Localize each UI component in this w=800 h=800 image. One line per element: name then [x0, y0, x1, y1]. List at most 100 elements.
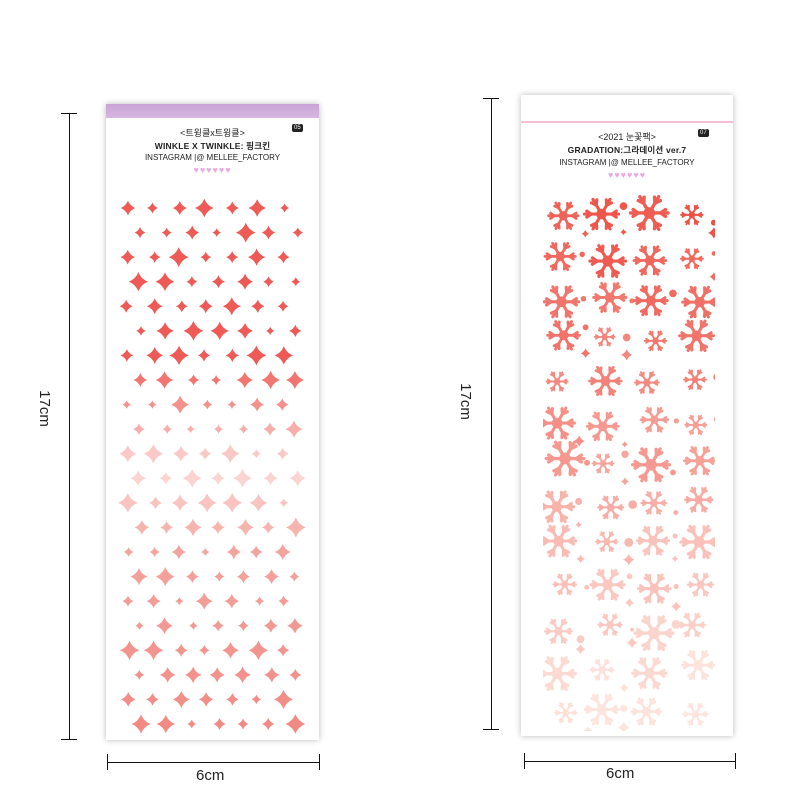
sparkle-icon: [671, 555, 679, 563]
snowflake-icon: [628, 195, 670, 231]
sparkle-icon: [128, 272, 148, 292]
dot-icon: [626, 573, 633, 580]
sparkle-icon: [213, 717, 226, 731]
snowflake-icon: [552, 573, 577, 596]
snowflake-icon: [639, 406, 670, 433]
sparkle-icon: [186, 425, 195, 434]
sparkle-icon: [277, 300, 289, 312]
sparkle-icon: [251, 449, 261, 459]
sparkle-icon: [237, 620, 249, 632]
sparkle-icon: [130, 568, 148, 586]
sparkle-grid-svg: [118, 198, 306, 734]
sparkle-icon: [226, 251, 239, 264]
sparkle-icon: [135, 621, 144, 630]
snowflake-icon: [678, 612, 707, 638]
sparkle-icon: [186, 570, 199, 583]
snowflake-icon: [633, 285, 669, 317]
sparkle-icon: [123, 547, 134, 557]
width-label: 6cm: [606, 765, 635, 782]
sheet-subtitle: WINKLE X TWINKLE: 핑크킨: [154, 141, 271, 151]
dot-icon: [670, 469, 676, 476]
dot-icon: [671, 619, 681, 629]
sparkle-icon: [291, 277, 301, 287]
dot-icon: [579, 251, 585, 258]
sparkle-icon: [289, 324, 302, 338]
snowflake-icon: [683, 486, 714, 513]
snowflake-icon: [553, 702, 578, 724]
snowflake-icon: [546, 320, 581, 351]
sparkle-icon: [149, 546, 160, 558]
sparkle-icon: [214, 571, 225, 582]
snowflake-icon: [591, 453, 615, 474]
sparkle-icon: [171, 544, 186, 560]
sparkle-icon: [262, 717, 275, 731]
snowflake-icon: [683, 369, 707, 391]
sparkle-icon: [211, 375, 222, 385]
sparkle-icon: [133, 423, 145, 435]
sparkle-icon: [171, 395, 190, 414]
snowflake-icon: [543, 524, 578, 558]
dot-icon: [584, 459, 590, 466]
sparkle-icon: [213, 424, 224, 434]
sparkle-icon: [143, 640, 164, 660]
sheet-title: <2021 눈꽃팩>: [598, 132, 656, 142]
sparkle-icon: [234, 666, 251, 684]
snowflake-icon: [543, 285, 581, 319]
sparkle-icon: [197, 493, 217, 513]
dot-icon: [576, 635, 585, 644]
sparkle-icon: [287, 617, 303, 634]
sparkle-icon: [160, 521, 173, 534]
snowflake-icon: [593, 327, 616, 347]
snowflake-icon: [682, 702, 709, 726]
sparkle-icon: [159, 472, 173, 485]
dot-icon: [584, 585, 589, 590]
sparkle-icon: [237, 273, 253, 290]
sparkle-icon: [189, 621, 198, 630]
dot-icon: [711, 251, 715, 256]
snowflake-icon: [594, 531, 619, 553]
sparkle-icon: [247, 248, 266, 266]
sparkle-icon: [134, 227, 146, 238]
sparkle-icon: [155, 272, 175, 292]
sparkle-icon: [227, 400, 237, 409]
sparkle-icon: [202, 399, 213, 410]
sparkle-icon: [143, 444, 163, 464]
sparkle-icon: [185, 225, 200, 240]
height-dimension-line: [491, 98, 492, 730]
sparkle-icon: [183, 321, 204, 341]
sparkle-icon: [122, 400, 131, 409]
sparkle-icon: [276, 644, 290, 657]
dimension-tick: [107, 754, 108, 770]
height-label: 17cm: [456, 383, 474, 420]
sparkle-icon: [222, 297, 241, 316]
sparkle-icon: [162, 424, 172, 434]
sparkle-icon: [235, 222, 256, 243]
sparkle-icon: [246, 345, 267, 366]
sheet-top-band: [106, 104, 319, 118]
snowflake-icon: [597, 495, 625, 520]
sparkle-icon: [210, 321, 229, 341]
sparkle-icon: [120, 249, 135, 265]
sparkle-icon: [621, 349, 633, 361]
sparkle-icon: [225, 201, 239, 215]
dot-icon: [669, 289, 677, 298]
sparkle-sticker-sheet: <트윙클x트윙클> 05 WINKLE X TWINKLE: 핑크킨 INSTA…: [106, 104, 319, 740]
sparkle-icon: [146, 347, 164, 364]
sparkle-icon: [199, 645, 210, 656]
sheet-title: <트윙클x트윙클>: [180, 128, 245, 138]
dot-icon: [621, 450, 629, 459]
sparkle-icon: [161, 227, 172, 238]
snowflake-icon: [588, 244, 628, 279]
sparkle-icon: [172, 200, 187, 216]
sparkle-icon: [198, 692, 214, 707]
sparkle-icon: [118, 493, 138, 513]
sparkle-icon: [626, 637, 638, 649]
sparkle-icon: [133, 373, 148, 387]
sparkle-icon: [120, 349, 134, 362]
sparkle-icon: [251, 299, 265, 313]
sparkle-icon: [261, 370, 280, 390]
snowflake-icon: [630, 697, 663, 726]
sparkle-icon: [238, 424, 249, 434]
sparkle-icon: [623, 553, 635, 566]
sparkle-icon: [581, 230, 590, 238]
